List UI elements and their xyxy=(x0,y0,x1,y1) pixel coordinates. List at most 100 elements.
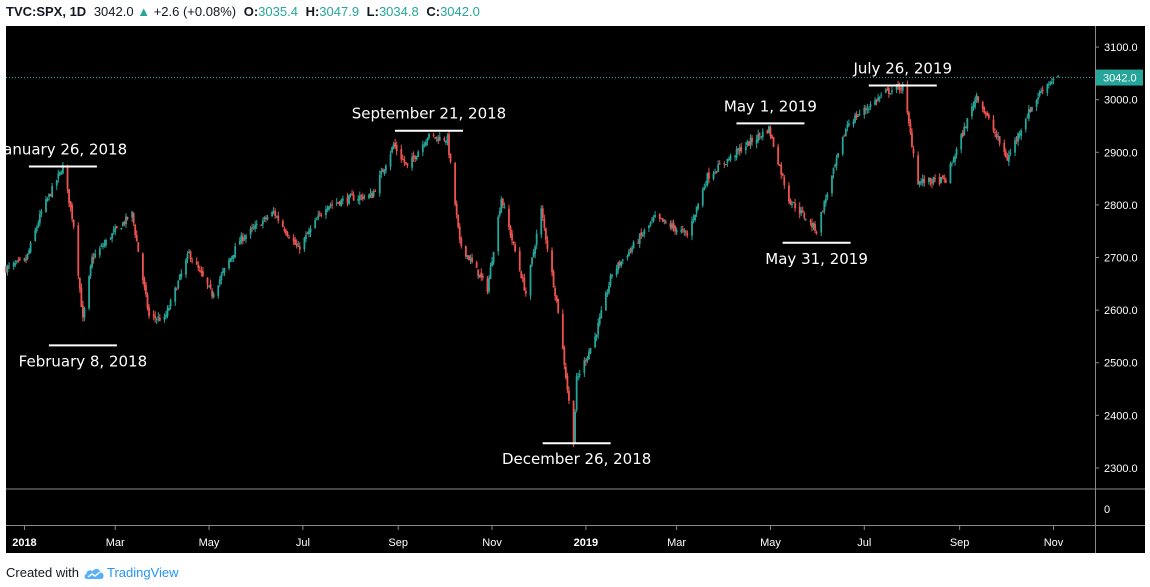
price-tick-label: 2900.0 xyxy=(1104,147,1138,159)
time-axis[interactable]: 2018 Mar May Jul Sep Nov 2019 Mar May Jul Sep Nov xyxy=(12,526,1064,549)
candle-body xyxy=(297,245,300,247)
candle-body xyxy=(844,129,847,137)
candle-body xyxy=(529,265,532,296)
symbol-name[interactable]: TVC:SPX, 1D xyxy=(6,4,87,19)
candle-body xyxy=(71,205,74,219)
candle-body xyxy=(131,211,134,218)
candle-body xyxy=(29,242,32,252)
candle-body xyxy=(165,315,167,317)
candle-body xyxy=(715,171,718,173)
candle-body xyxy=(121,222,124,227)
candle-body xyxy=(554,288,557,296)
candle-body xyxy=(78,277,81,289)
candle-body xyxy=(88,276,90,309)
candle-body xyxy=(963,126,966,136)
candle-body xyxy=(1024,119,1027,130)
candle-body xyxy=(815,232,818,234)
candle-body xyxy=(241,236,244,242)
candle-body xyxy=(305,235,307,240)
candle-body xyxy=(626,256,629,258)
candle-body xyxy=(157,316,160,319)
candle-body xyxy=(608,285,610,293)
candle-body xyxy=(1014,140,1016,153)
candle-body xyxy=(660,217,663,219)
candle-body xyxy=(340,199,343,207)
candle-body xyxy=(604,292,607,311)
candle-body xyxy=(728,159,730,161)
candle-body xyxy=(895,85,898,90)
candle-body xyxy=(1015,139,1018,141)
candle-body xyxy=(927,177,930,182)
candle-body xyxy=(158,317,161,321)
candle-body xyxy=(198,269,201,271)
candle-body xyxy=(414,156,417,159)
candle-body xyxy=(275,216,278,218)
candle-body xyxy=(62,165,64,174)
candle-body xyxy=(654,215,656,218)
candle-body xyxy=(694,214,696,221)
candle-body xyxy=(466,255,469,257)
candle-body xyxy=(588,351,590,360)
candle-body xyxy=(337,202,340,204)
candle-body xyxy=(195,261,198,265)
candle-body xyxy=(15,260,18,262)
candle-body xyxy=(51,185,54,198)
candle-body xyxy=(383,169,386,174)
candle-body xyxy=(17,260,20,262)
candle-body xyxy=(820,211,823,233)
candle-body xyxy=(854,115,856,123)
candle-body xyxy=(852,121,855,125)
candle-body xyxy=(272,211,275,213)
watermark-footer[interactable]: Created with TradingView xyxy=(6,563,179,583)
price-tick-label: 2800.0 xyxy=(1104,200,1138,212)
triangle-up-icon: ▲ xyxy=(137,4,151,19)
candle-body xyxy=(252,227,255,229)
candle-body xyxy=(912,148,915,154)
candle-body xyxy=(729,155,732,160)
tradingview-brand-link[interactable]: TradingView xyxy=(106,565,179,580)
candle-body xyxy=(1046,84,1049,93)
candle-body xyxy=(115,226,118,228)
candle-body xyxy=(197,265,200,269)
candle-body xyxy=(971,106,973,117)
candle-body xyxy=(1051,81,1053,84)
annotation-label: December 26, 2018 xyxy=(502,450,651,468)
price-tick-label: 3100.0 xyxy=(1104,42,1138,54)
price-tick-label: 2500.0 xyxy=(1104,358,1138,370)
candle-body xyxy=(406,163,409,166)
candle-body xyxy=(188,251,190,254)
high-label: H: xyxy=(305,4,320,19)
candle-body xyxy=(328,206,330,210)
candle-body xyxy=(174,287,177,302)
candle-body xyxy=(240,235,243,243)
candle-body xyxy=(972,105,975,107)
candle-body xyxy=(791,203,793,206)
candle-body xyxy=(811,222,813,228)
candle-body xyxy=(923,178,926,184)
candle-body xyxy=(994,132,996,134)
candle-body xyxy=(692,219,695,221)
candle-body xyxy=(465,245,467,257)
candle-body xyxy=(154,315,157,319)
candle-body xyxy=(103,243,106,246)
candle-body xyxy=(869,104,872,108)
candle-body xyxy=(621,259,624,261)
high-value: 3047.9 xyxy=(319,4,360,19)
candle-body xyxy=(874,100,876,105)
candle-body xyxy=(532,252,535,257)
candle-body xyxy=(177,280,180,289)
candle-body xyxy=(48,193,50,198)
candle-body xyxy=(261,220,264,225)
candle-body xyxy=(58,171,61,175)
candle-body xyxy=(789,199,792,204)
candle-body xyxy=(966,118,969,129)
candle-body xyxy=(40,211,43,214)
candle-body xyxy=(837,153,840,158)
candle-body xyxy=(1003,142,1006,153)
price-axis[interactable]: 2300.0 2400.0 2500.0 2600.0 2700.0 2800.0 2900… xyxy=(1095,42,1138,475)
candle-body xyxy=(281,221,284,227)
candle-body xyxy=(266,217,269,220)
last-price-tag-label: 3042.0 xyxy=(1103,73,1137,85)
candle-body xyxy=(91,256,94,267)
